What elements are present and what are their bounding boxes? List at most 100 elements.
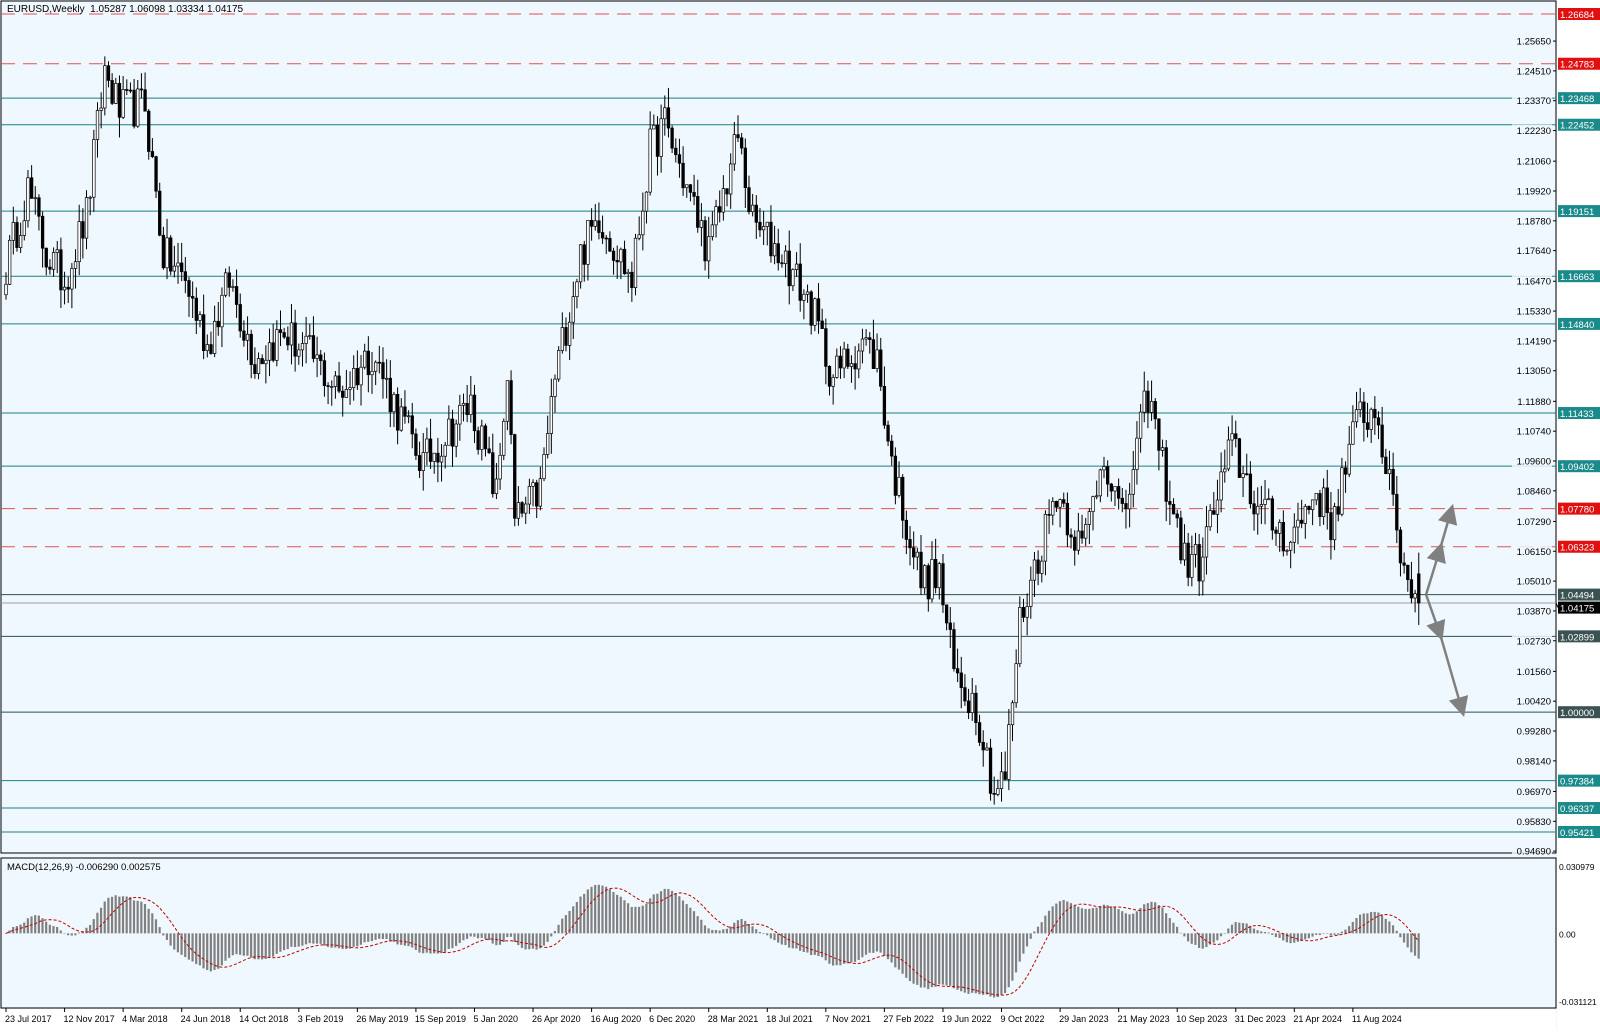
- price-tick-label: 1.03870: [1517, 606, 1551, 617]
- candle: [1398, 526, 1403, 577]
- candle-body: [677, 154, 682, 164]
- macd-histogram-bar: [1293, 933, 1296, 943]
- candle: [267, 328, 272, 377]
- candle: [352, 355, 356, 401]
- candle: [963, 674, 967, 706]
- candle-body: [1058, 499, 1062, 508]
- candle-body: [363, 350, 367, 368]
- date-tick-label: 23 Jul 2017: [5, 1014, 52, 1024]
- level-price-label: 1.23468: [1560, 94, 1594, 105]
- candle-body: [923, 565, 927, 589]
- macd-histogram-bar: [1282, 933, 1285, 941]
- candle-body: [1124, 503, 1128, 510]
- macd-histogram-bar: [784, 933, 787, 946]
- candle-body: [1029, 579, 1033, 607]
- price-tick-bg: [1512, 604, 1552, 617]
- candle-body: [278, 329, 283, 333]
- date-tick-label: 19 Jun 2022: [942, 1014, 992, 1024]
- macd-histogram-bar: [1234, 922, 1237, 934]
- macd-histogram-bar: [1340, 931, 1343, 934]
- candle-body: [809, 291, 813, 326]
- candle: [860, 328, 865, 364]
- candle-body: [1256, 505, 1260, 515]
- date-tick-label: 24 Jun 2018: [181, 1014, 231, 1024]
- candle-body: [275, 329, 279, 361]
- candle: [1182, 524, 1187, 566]
- macd-histogram-bar: [239, 933, 242, 955]
- macd-histogram-bar: [681, 900, 685, 934]
- candle: [428, 418, 433, 469]
- candle: [919, 534, 923, 595]
- price-tick-label: 1.17640: [1517, 246, 1551, 257]
- price-tick-label: 1.08460: [1517, 486, 1551, 497]
- candle-body: [838, 355, 843, 369]
- candle: [253, 347, 257, 379]
- candle: [227, 266, 231, 297]
- candle-body: [1007, 724, 1011, 780]
- candle: [37, 194, 41, 231]
- candle-body: [1373, 408, 1377, 419]
- macd-histogram-bar: [1373, 911, 1376, 934]
- candle-body: [1241, 473, 1245, 478]
- candle: [886, 420, 890, 447]
- macd-histogram-bar: [301, 933, 304, 946]
- macd-histogram-bar: [839, 933, 842, 966]
- macd-histogram-bar: [612, 892, 615, 934]
- candle-body: [1351, 421, 1355, 445]
- candle-body: [505, 380, 510, 422]
- date-tick-label: 26 May 2019: [356, 1014, 408, 1024]
- candle-body: [1120, 497, 1124, 504]
- macd-histogram-bar: [202, 933, 205, 969]
- level-price-badge: [1558, 92, 1600, 105]
- candle: [820, 308, 824, 329]
- macd-histogram-bar: [985, 933, 988, 995]
- macd-histogram-bar: [535, 933, 538, 950]
- candle-body: [136, 88, 140, 127]
- macd-histogram-bar: [1359, 914, 1362, 934]
- candle-body: [860, 338, 865, 352]
- level-price-badge: [1558, 270, 1600, 283]
- macd-histogram-bar: [52, 926, 55, 934]
- macd-histogram-bar: [1121, 911, 1124, 934]
- macd-histogram-bar: [1278, 933, 1281, 938]
- candle: [560, 312, 564, 354]
- candle: [882, 366, 887, 429]
- macd-histogram-bar: [1388, 921, 1391, 934]
- macd-histogram-bar: [74, 933, 77, 936]
- macd-histogram-bar: [1230, 924, 1234, 934]
- candle: [99, 92, 103, 129]
- candle: [172, 245, 177, 278]
- macd-histogram-bar: [85, 927, 88, 934]
- candle: [84, 190, 89, 250]
- macd-histogram-bar: [63, 933, 66, 934]
- candle: [948, 607, 952, 649]
- candle: [410, 402, 414, 449]
- candle-body: [249, 333, 253, 365]
- candle-body: [1303, 506, 1307, 524]
- candle-body: [264, 359, 268, 365]
- candle-body: [641, 210, 645, 236]
- candle-body: [1182, 542, 1187, 561]
- candle: [1153, 398, 1157, 430]
- candle-body: [355, 368, 360, 386]
- macd-histogram-bar: [630, 906, 633, 934]
- candle-body: [988, 747, 993, 794]
- candle-body: [912, 547, 916, 558]
- candle-body: [992, 793, 996, 795]
- price-tick-label: 0.94690: [1517, 847, 1551, 858]
- candle: [1149, 380, 1154, 421]
- macd-histogram-bar: [1417, 933, 1420, 959]
- candle: [988, 738, 993, 801]
- candle-body: [959, 672, 963, 688]
- candle: [1171, 498, 1176, 515]
- level-price-badge: [1558, 502, 1600, 515]
- candle-body: [169, 237, 173, 272]
- date-tick-label: 12 Nov 2017: [64, 1014, 115, 1024]
- macd-histogram-bar: [766, 933, 769, 936]
- candle: [234, 269, 239, 318]
- candle: [765, 221, 769, 246]
- candle: [1212, 492, 1216, 515]
- macd-histogram-bar: [542, 933, 546, 946]
